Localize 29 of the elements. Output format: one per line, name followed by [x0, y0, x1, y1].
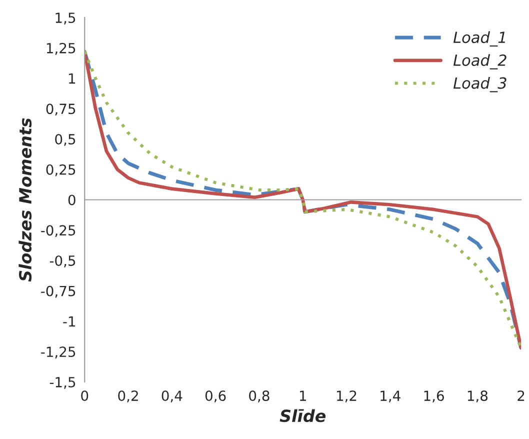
y-axis-title: Slodzes Moments	[18, 118, 32, 282]
y-tick-label: -0,5	[50, 255, 76, 268]
x-tick-label: 0	[81, 390, 88, 402]
legend-label: Load_3	[453, 77, 506, 92]
x-tick-label: 1,2	[336, 390, 356, 402]
x-axis-title: Slīde	[280, 409, 326, 422]
x-tick-label: 1	[300, 390, 306, 401]
y-tick-label: 1,25	[46, 42, 76, 55]
y-tick-label: -0,75	[41, 286, 76, 298]
x-tick-label: 0,8	[249, 390, 270, 402]
y-tick-label: 0,5	[55, 134, 76, 146]
legend-label: Load_2	[453, 54, 506, 70]
y-tick-label: 0,25	[46, 164, 76, 176]
x-tick-label: 0,6	[205, 390, 226, 402]
y-tick-label: 0	[68, 194, 76, 206]
x-tick-label: 0,2	[118, 390, 138, 402]
x-tick-label: 2	[518, 390, 524, 401]
y-tick-label: -1,5	[50, 377, 76, 389]
y-tick-label: 1,5	[56, 12, 76, 24]
y-tick-label: -0,25	[41, 225, 76, 237]
y-tick-label: 0,75	[46, 104, 76, 116]
y-tick-label: -1	[63, 316, 76, 326]
x-tick-label: 1,6	[424, 390, 444, 402]
x-tick-label: 0,4	[162, 390, 182, 402]
y-tick-label: -1,25	[41, 346, 76, 358]
y-tick-label: 1	[68, 73, 76, 84]
x-tick-label: 1,4	[380, 390, 400, 402]
x-tick-label: 1,8	[468, 390, 488, 402]
legend-label: Load_1	[453, 31, 505, 47]
